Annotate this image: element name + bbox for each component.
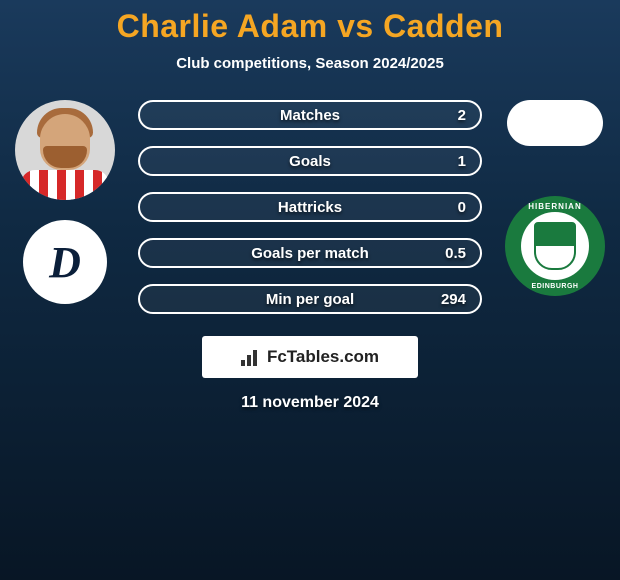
content-row: D Matches 2 Goals 1 Hattricks 0 Goals pe… xyxy=(0,100,620,314)
stat-bar-gpm: Goals per match 0.5 xyxy=(138,238,482,268)
stats-column: Matches 2 Goals 1 Hattricks 0 Goals per … xyxy=(138,100,482,314)
stat-label: Goals xyxy=(289,153,331,170)
stat-value: 1 xyxy=(458,153,466,170)
stat-value: 0.5 xyxy=(445,245,466,262)
stat-value: 0 xyxy=(458,199,466,216)
badge-text-top: HIBERNIAN xyxy=(528,202,581,211)
stat-bar-goals: Goals 1 xyxy=(138,146,482,176)
stat-value: 2 xyxy=(458,107,466,124)
stat-label: Hattricks xyxy=(278,199,342,216)
chart-icon xyxy=(241,348,261,366)
right-player-avatar xyxy=(507,100,603,146)
right-column: HIBERNIAN EDINBURGH xyxy=(500,100,610,296)
page-title: Charlie Adam vs Cadden xyxy=(117,8,504,45)
left-column: D xyxy=(10,100,120,304)
badge-letter: D xyxy=(49,237,81,288)
brand-box[interactable]: FcTables.com xyxy=(202,336,418,378)
stat-label: Min per goal xyxy=(266,291,354,308)
left-club-badge: D xyxy=(23,220,107,304)
badge-inner xyxy=(521,212,589,280)
stat-label: Matches xyxy=(280,107,340,124)
right-club-badge: HIBERNIAN EDINBURGH xyxy=(505,196,605,296)
date-line: 11 november 2024 xyxy=(241,394,379,412)
left-player-avatar xyxy=(15,100,115,200)
badge-shield-icon xyxy=(534,222,576,270)
stat-bar-hattricks: Hattricks 0 xyxy=(138,192,482,222)
stat-bar-mpg: Min per goal 294 xyxy=(138,284,482,314)
subtitle: Club competitions, Season 2024/2025 xyxy=(176,55,444,72)
stat-label: Goals per match xyxy=(251,245,369,262)
brand-text: FcTables.com xyxy=(267,347,379,367)
avatar-body xyxy=(21,170,109,200)
stat-value: 294 xyxy=(441,291,466,308)
comparison-card: Charlie Adam vs Cadden Club competitions… xyxy=(0,0,620,412)
badge-text-bottom: EDINBURGH xyxy=(532,283,579,290)
stat-bar-matches: Matches 2 xyxy=(138,100,482,130)
